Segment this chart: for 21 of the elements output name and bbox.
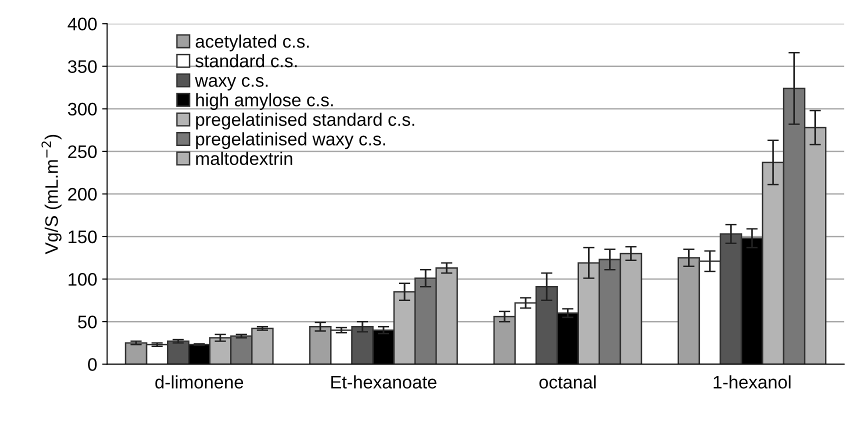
legend-label: standard c.s. — [195, 54, 297, 68]
y-tick-label: 200 — [68, 188, 97, 201]
legend-label: acetylated c.s. — [196, 34, 309, 52]
y-tick-label: 350 — [68, 60, 97, 73]
y-tick-label: 300 — [68, 102, 97, 116]
x-tick-label: Et-hexanoate — [331, 375, 436, 389]
legend-label: maltodextrin — [196, 152, 292, 166]
x-tick-label: 1-hexanol — [714, 375, 790, 389]
x-tick-label: d-limonene — [155, 375, 244, 389]
y-tick-label: 0 — [88, 358, 97, 371]
y-tick-label: 50 — [78, 316, 97, 328]
y-tick-label: 100 — [68, 273, 97, 286]
y-tick-label: 150 — [68, 230, 97, 244]
legend-label: pregelatinised waxy c.s. — [196, 132, 386, 150]
legend-label: high amylose c.s. — [196, 93, 333, 110]
legend-label: waxy c.s. — [194, 76, 268, 90]
y-axis-title: Vg/S (mL.m$^{−2}$) — [42, 134, 62, 254]
y-tick-label: 250 — [68, 145, 97, 158]
y-tick-label: 400 — [68, 18, 97, 30]
x-tick-label: octanal — [539, 375, 596, 389]
legend-label: pregelatinised standard c.s. — [196, 112, 414, 130]
